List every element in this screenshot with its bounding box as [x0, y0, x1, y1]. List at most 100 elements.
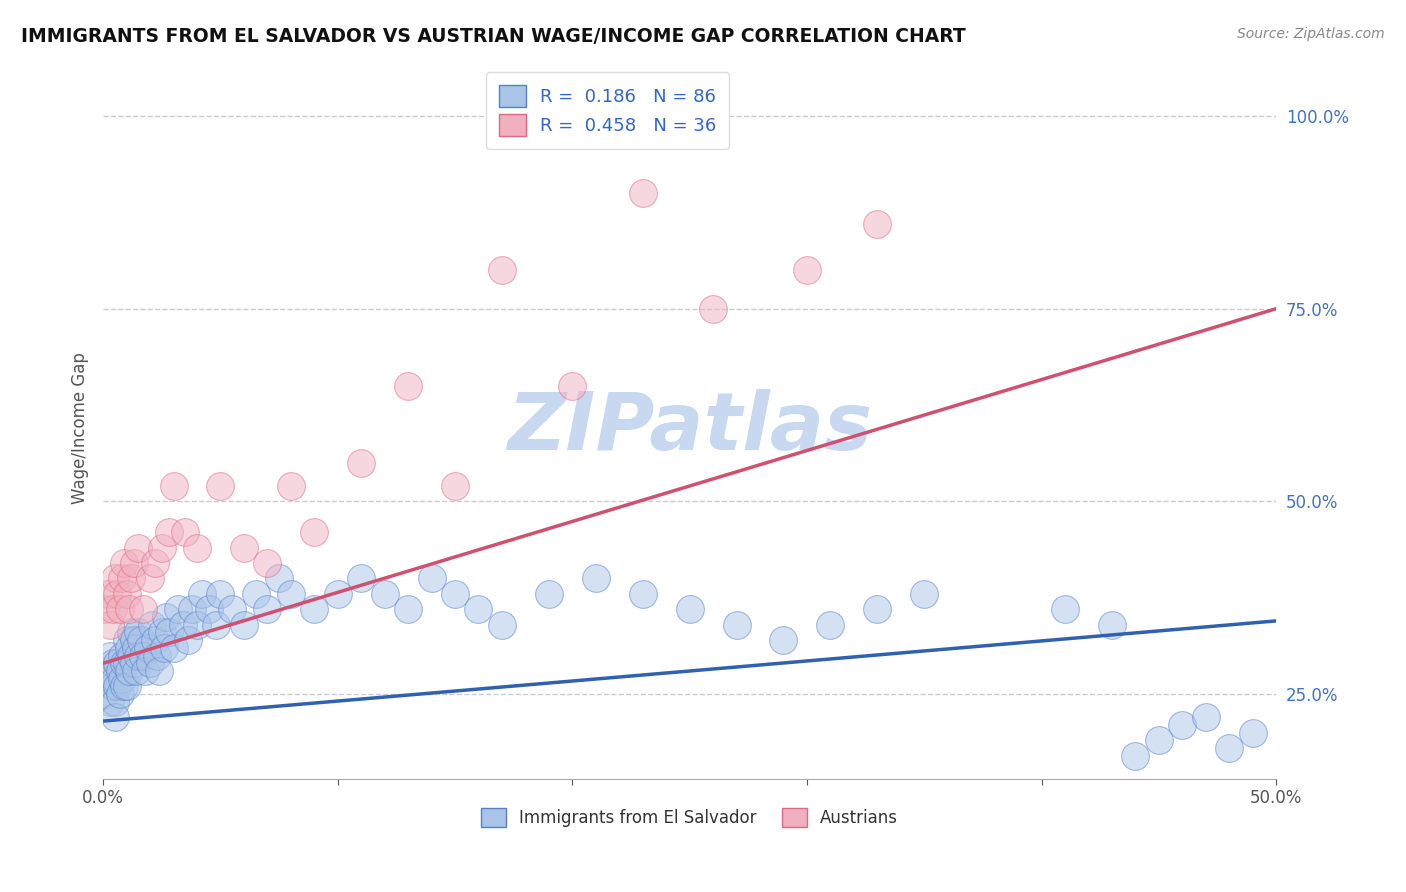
Point — [98, 648, 121, 663]
Point — [1147, 733, 1170, 747]
Point — [1123, 748, 1146, 763]
Point — [396, 378, 419, 392]
Point — [174, 525, 197, 540]
Point — [143, 556, 166, 570]
Point — [120, 625, 142, 640]
Point — [118, 602, 141, 616]
Point — [350, 572, 373, 586]
Point — [115, 587, 138, 601]
Point — [139, 657, 162, 671]
Point — [157, 625, 180, 640]
Point — [162, 479, 184, 493]
Point — [221, 602, 243, 616]
Point — [162, 640, 184, 655]
Point — [150, 625, 173, 640]
Point — [256, 602, 278, 616]
Point — [537, 587, 560, 601]
Point — [136, 640, 159, 655]
Point — [820, 617, 842, 632]
Point — [444, 479, 467, 493]
Point — [304, 602, 326, 616]
Point — [186, 617, 208, 632]
Point — [204, 617, 226, 632]
Point — [115, 657, 138, 671]
Point — [127, 541, 149, 555]
Point — [143, 633, 166, 648]
Point — [108, 664, 131, 678]
Point — [101, 602, 124, 616]
Point — [122, 556, 145, 570]
Point — [186, 541, 208, 555]
Point — [725, 617, 748, 632]
Point — [209, 587, 232, 601]
Point — [631, 587, 654, 601]
Point — [420, 572, 443, 586]
Point — [125, 640, 148, 655]
Point — [146, 648, 169, 663]
Point — [172, 617, 194, 632]
Point — [122, 633, 145, 648]
Point — [148, 664, 170, 678]
Point — [141, 617, 163, 632]
Point — [122, 657, 145, 671]
Y-axis label: Wage/Income Gap: Wage/Income Gap — [72, 352, 89, 504]
Point — [112, 556, 135, 570]
Point — [561, 378, 583, 392]
Point — [232, 541, 254, 555]
Point — [104, 710, 127, 724]
Point — [94, 664, 117, 678]
Point — [702, 301, 724, 316]
Point — [209, 479, 232, 493]
Point — [97, 587, 120, 601]
Point — [280, 587, 302, 601]
Point — [108, 687, 131, 701]
Point — [232, 617, 254, 632]
Point — [108, 602, 131, 616]
Point — [374, 587, 396, 601]
Point — [796, 263, 818, 277]
Legend: Immigrants from El Salvador, Austrians: Immigrants from El Salvador, Austrians — [474, 802, 905, 834]
Point — [111, 672, 134, 686]
Point — [94, 687, 117, 701]
Point — [125, 664, 148, 678]
Point — [678, 602, 700, 616]
Point — [1101, 617, 1123, 632]
Point — [326, 587, 349, 601]
Point — [111, 648, 134, 663]
Point — [396, 602, 419, 616]
Point — [111, 572, 134, 586]
Point — [97, 672, 120, 686]
Point — [631, 186, 654, 200]
Point — [112, 657, 135, 671]
Point — [134, 664, 156, 678]
Point — [167, 602, 190, 616]
Point — [104, 695, 127, 709]
Point — [772, 633, 794, 648]
Point — [197, 602, 219, 616]
Point — [129, 633, 152, 648]
Point — [866, 217, 889, 231]
Point — [280, 479, 302, 493]
Point — [491, 617, 513, 632]
Point — [245, 587, 267, 601]
Point — [256, 556, 278, 570]
Point — [467, 602, 489, 616]
Point — [98, 695, 121, 709]
Text: Source: ZipAtlas.com: Source: ZipAtlas.com — [1237, 27, 1385, 41]
Point — [150, 541, 173, 555]
Point — [104, 572, 127, 586]
Point — [866, 602, 889, 616]
Point — [157, 525, 180, 540]
Point — [112, 680, 135, 694]
Point — [155, 610, 177, 624]
Point — [118, 640, 141, 655]
Point — [304, 525, 326, 540]
Point — [127, 648, 149, 663]
Point — [105, 680, 128, 694]
Point — [120, 572, 142, 586]
Point — [101, 657, 124, 671]
Point — [491, 263, 513, 277]
Text: IMMIGRANTS FROM EL SALVADOR VS AUSTRIAN WAGE/INCOME GAP CORRELATION CHART: IMMIGRANTS FROM EL SALVADOR VS AUSTRIAN … — [21, 27, 966, 45]
Point — [104, 672, 127, 686]
Point — [350, 456, 373, 470]
